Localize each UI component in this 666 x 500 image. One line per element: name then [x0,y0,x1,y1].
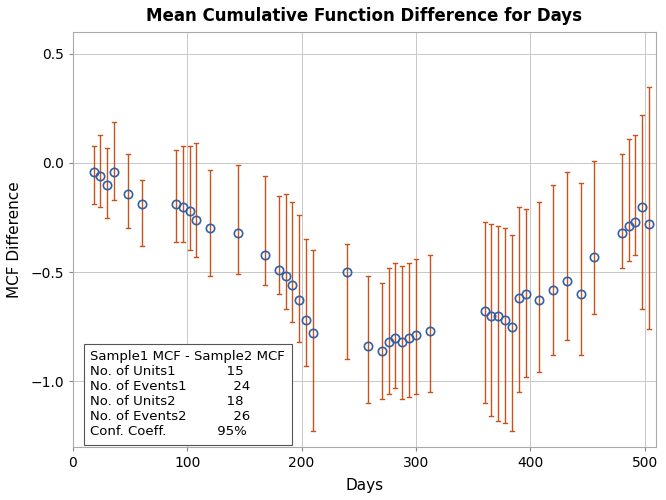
Text: Sample1 MCF - Sample2 MCF
No. of Units1            15
No. of Events1           2: Sample1 MCF - Sample2 MCF No. of Units1 … [91,350,285,438]
X-axis label: Days: Days [346,478,384,493]
Title: Mean Cumulative Function Difference for Days: Mean Cumulative Function Difference for … [147,7,583,25]
Y-axis label: MCF Difference: MCF Difference [7,181,22,298]
